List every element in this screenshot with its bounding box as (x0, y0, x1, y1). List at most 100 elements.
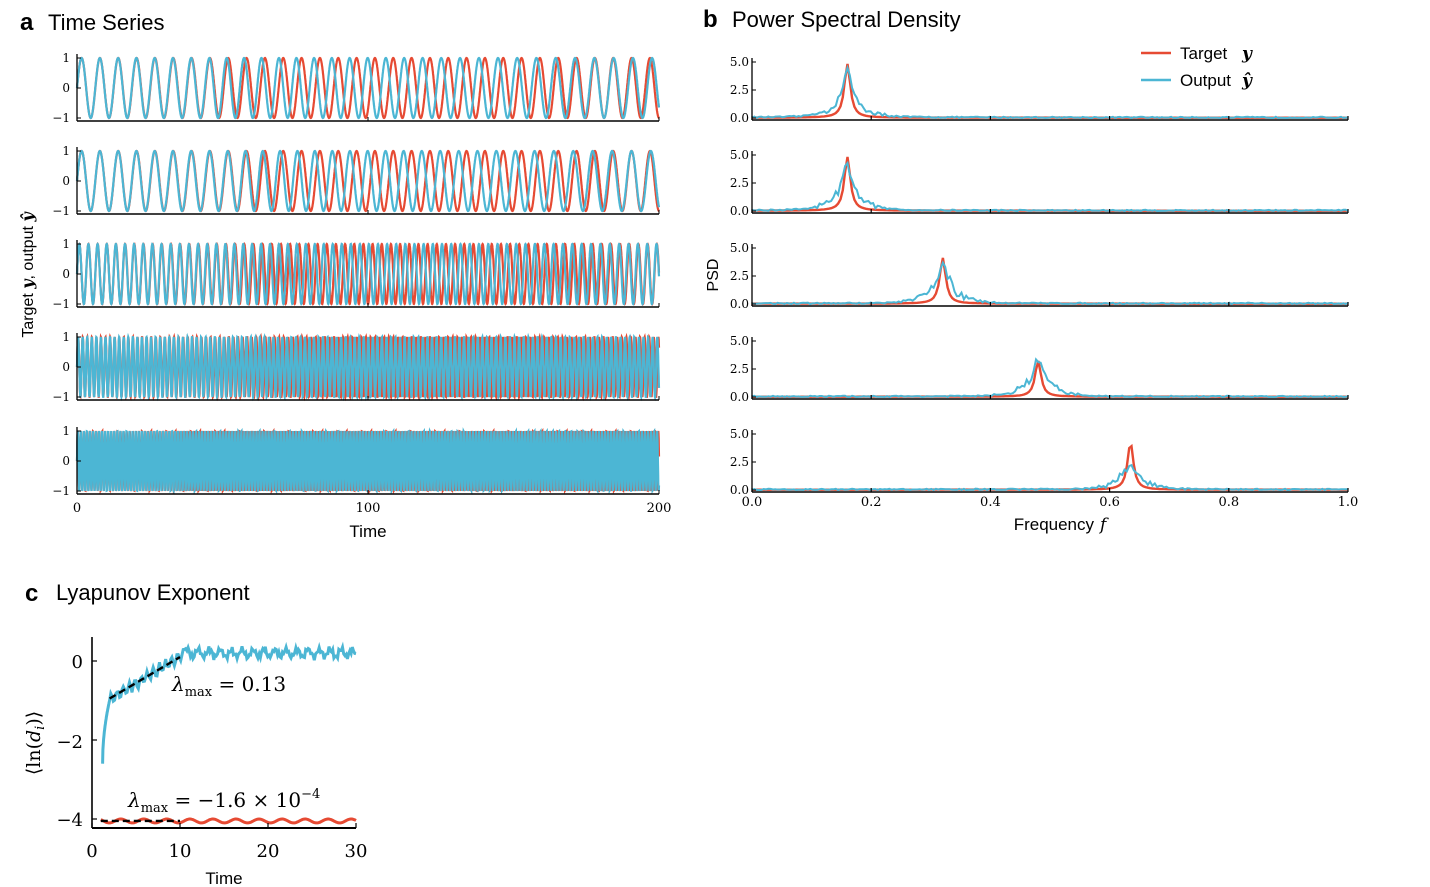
psd-x-tick-label: 0.8 (1218, 495, 1239, 510)
legend-output-label: Output (1180, 71, 1231, 90)
c-xtick-20: 20 (257, 841, 280, 862)
fit-line-upper (108, 656, 181, 700)
lyapunov-plot (91, 637, 357, 829)
output-series-line (75, 149, 661, 213)
a-xtick-0: 0 (73, 501, 81, 516)
lyapunov-x-tick-labels: 0 10 20 30 (86, 841, 367, 862)
y-tick-label: −1 (52, 204, 70, 218)
legend-target-label: Target (1180, 44, 1228, 63)
psd-subplot-2: 5.0 2.5 0.0 (730, 148, 1349, 218)
time-series-subplot-5: 1 0 −1 (52, 424, 661, 498)
output-series-line (75, 332, 661, 402)
time-series-x-label: Time (349, 522, 386, 541)
psd-subplots: 5.0 2.5 0.0 5.0 2.5 0.0 5.0 2.5 0.0 5.0 2.5 0.0 5.0 2… (730, 55, 1349, 497)
time-series-subplot-3: 1 0 −1 (52, 237, 661, 311)
y-tick-label: 5.0 (730, 427, 749, 441)
legend-output-symbol: ŷ (1241, 71, 1253, 91)
y-tick-label: 1 (62, 144, 70, 158)
panel-b-title: Power Spectral Density (732, 7, 961, 32)
c-xtick-30: 30 (345, 841, 368, 862)
panel-a-letter: a (20, 9, 34, 36)
target-psd-line (752, 156, 1348, 212)
target-psd-line (752, 360, 1348, 398)
a-xtick-100: 100 (356, 501, 381, 516)
output-psd-line (751, 64, 1349, 120)
y-tick-label: 5.0 (730, 334, 749, 348)
y-tick-label: 2.5 (730, 176, 749, 190)
psd-x-label-text: Frequency (1014, 515, 1095, 534)
y-label-part-target: Target (20, 289, 37, 338)
time-series-subplot-4: 1 0 −1 (52, 330, 661, 404)
output-series-line (75, 56, 661, 120)
y-tick-label: 0 (62, 454, 70, 468)
y-tick-label: 1 (62, 330, 70, 344)
y-tick-label: 0 (62, 174, 70, 188)
psd-x-tick-labels: 0.0 0.2 0.4 0.6 0.8 1.0 (742, 495, 1359, 510)
y-tick-label: 5.0 (730, 55, 749, 69)
y-tick-label: 2.5 (730, 362, 749, 376)
y-tick-label: 1 (62, 237, 70, 251)
psd-x-tick-label: 0.0 (742, 495, 763, 510)
y-tick-label: −1 (52, 111, 70, 125)
target-psd-line (752, 443, 1348, 491)
psd-legend: Target y Output ŷ (1141, 44, 1253, 91)
panel-c: c Lyapunov Exponent 0 10 20 30 0 −2 −4 T… (23, 580, 367, 887)
panel-a: a Time Series 10−110−110−110−110−1 0 100… (18, 9, 671, 541)
psd-subplot-4: 5.0 2.5 0.0 (730, 334, 1349, 404)
y-tick-label: 0 (62, 267, 70, 281)
y-tick-label: 0.0 (730, 204, 749, 218)
c-xtick-10: 10 (169, 841, 192, 862)
psd-x-tick-label: 0.2 (861, 495, 882, 510)
y-tick-label: 5.0 (730, 148, 749, 162)
time-series-x-tick-labels: 0 100 200 (73, 501, 672, 516)
panel-c-letter: c (25, 580, 38, 607)
y-tick-label: 2.5 (730, 455, 749, 469)
target-lyapunov-line (100, 817, 357, 825)
lyapunov-y-tick-labels: 0 −2 −4 (56, 652, 83, 831)
legend-target-symbol: y (1241, 44, 1253, 64)
y-tick-label: 1 (62, 51, 70, 65)
time-series-subplot-2: 1 0 −1 (52, 144, 661, 218)
output-psd-line (751, 463, 1348, 492)
psd-subplot-5: 5.0 2.5 0.0 (730, 427, 1349, 497)
y-tick-label: 2.5 (730, 83, 749, 97)
panel-b: b Power Spectral Density 5.0 2.5 0.0 5.0 2.5… (703, 6, 1358, 535)
lyapunov-x-label: Time (205, 869, 242, 887)
output-psd-line (751, 260, 1349, 306)
c-ytick-0: 0 (72, 652, 83, 673)
psd-y-label: PSD (705, 259, 722, 292)
lyapunov-annotation-lower: λmax = −1.6 × 10−4 (127, 787, 320, 816)
c-ytick-minus4: −4 (56, 810, 83, 831)
psd-subplot-3: 5.0 2.5 0.0 (730, 241, 1349, 311)
psd-x-label-var: f (1098, 515, 1109, 535)
c-ytick-minus2: −2 (56, 732, 83, 753)
y-label-part-output: , output (20, 222, 37, 280)
output-series-line (75, 241, 661, 307)
y-tick-label: 0 (62, 81, 70, 95)
time-series-subplot-1: 1 0 −1 (52, 51, 661, 125)
y-tick-label: −1 (52, 484, 70, 498)
psd-subplot-1: 5.0 2.5 0.0 (730, 55, 1349, 125)
y-tick-label: 0 (62, 360, 70, 374)
psd-x-label: Frequency f (1014, 515, 1109, 535)
panel-b-letter: b (703, 6, 718, 33)
output-psd-line (751, 160, 1349, 213)
target-psd-line (752, 257, 1348, 305)
y-label-symbol-y: y (18, 278, 37, 290)
y-tick-label: 2.5 (730, 269, 749, 283)
y-tick-label: 1 (62, 424, 70, 438)
psd-x-tick-label: 0.4 (980, 495, 1001, 510)
c-xtick-0: 0 (86, 841, 97, 862)
output-series-line (75, 427, 661, 495)
output-lyapunov-line (101, 641, 357, 764)
output-psd-line (751, 357, 1349, 399)
y-label-symbol-yhat: ŷ (18, 211, 37, 223)
panel-c-title: Lyapunov Exponent (56, 580, 250, 605)
y-tick-label: 0.0 (730, 390, 749, 404)
lyapunov-annotation-upper: λmax = 0.13 (171, 672, 286, 700)
a-xtick-200: 200 (647, 501, 672, 516)
y-tick-label: −1 (52, 297, 70, 311)
y-tick-label: 0.0 (730, 297, 749, 311)
y-tick-label: 5.0 (730, 241, 749, 255)
y-tick-label: −1 (52, 390, 70, 404)
